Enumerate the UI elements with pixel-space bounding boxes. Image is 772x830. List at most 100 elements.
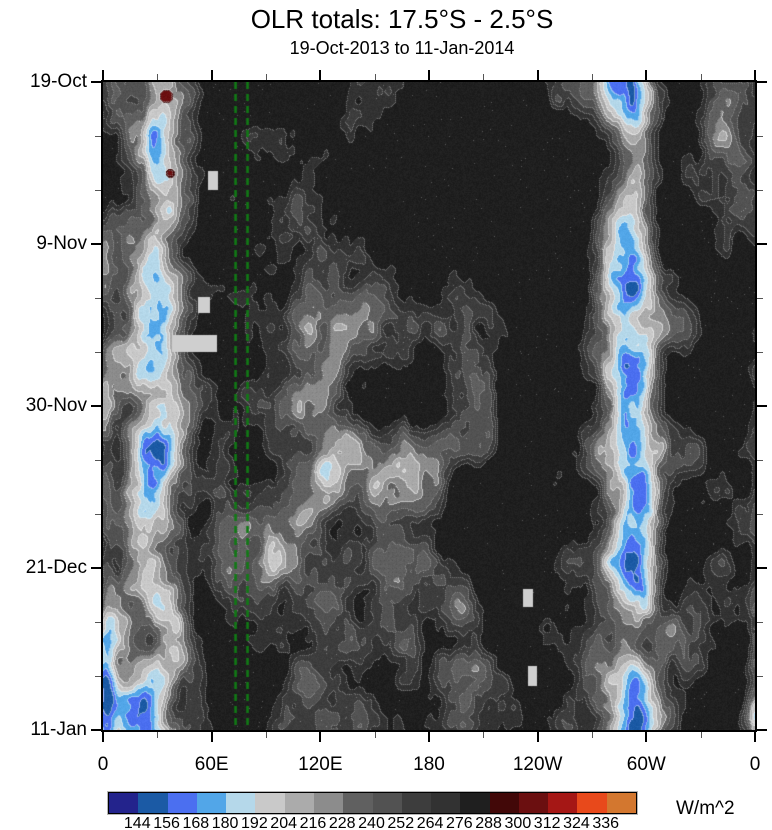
chart-subtitle: 19-Oct-2013 to 11-Jan-2014 (289, 38, 515, 58)
x-major-tick (645, 70, 648, 80)
x-major-tick (428, 70, 430, 80)
colorbar-segment (255, 793, 286, 813)
x-minor-tick (374, 74, 376, 80)
x-major-tick (536, 732, 539, 742)
colorbar-segment (460, 793, 491, 813)
colorbar-segment (138, 793, 169, 813)
colorbar-tick-label: 300 (504, 815, 532, 830)
y-minor-tick (95, 136, 101, 137)
colorbar-segment (519, 793, 549, 813)
x-major-tick (428, 732, 430, 742)
colorbar-segment (285, 793, 315, 813)
y-axis-tick-label: 9-Nov (36, 233, 87, 254)
colorbar-segment (168, 793, 198, 813)
y-minor-tick (757, 514, 763, 515)
colorbar-tick-label: 168 (182, 815, 210, 830)
y-axis-tick-label: 19-Oct (29, 71, 87, 92)
colorbar-tick-label: 324 (563, 815, 590, 830)
colorbar-tick-label: 144 (123, 815, 151, 830)
x-minor-tick (483, 732, 485, 738)
y-major-tick (757, 405, 767, 407)
x-axis-tick-label: 180 (413, 754, 445, 775)
y-minor-tick (95, 622, 101, 623)
colorbar-tick-label: 180 (211, 815, 239, 830)
colorbar-tick-label: 264 (416, 815, 444, 830)
x-major-tick (645, 732, 648, 742)
y-minor-tick (757, 190, 763, 191)
colorbar-tick-label: 216 (299, 815, 327, 830)
colorbar-tick-label: 252 (387, 815, 415, 830)
x-axis-tick-label: 60W (626, 754, 666, 775)
y-minor-tick (95, 676, 101, 677)
y-minor-tick (757, 460, 763, 461)
x-major-tick (319, 732, 322, 742)
x-major-tick (754, 732, 756, 742)
x-minor-tick (592, 732, 593, 738)
colorbar-segment (402, 793, 432, 813)
y-minor-tick (95, 514, 101, 515)
colorbar-segment (431, 793, 461, 813)
y-minor-tick (757, 622, 763, 623)
y-major-tick (91, 567, 101, 569)
colorbar-segment (314, 793, 344, 813)
colorbar-tick-label: 336 (592, 815, 620, 830)
colorbar (107, 791, 638, 815)
colorbar-segment (548, 793, 578, 813)
y-major-tick (757, 81, 767, 83)
colorbar-tick-label: 156 (153, 815, 180, 830)
x-minor-tick (700, 732, 702, 738)
chart-title: OLR totals: 17.5°S - 2.5°S (250, 4, 554, 34)
colorbar-segment (343, 793, 374, 813)
colorbar-tick-label: 276 (445, 815, 473, 830)
x-axis-tick-label: 120W (512, 754, 563, 775)
colorbar-tick-label: 192 (241, 815, 268, 830)
x-minor-tick (374, 732, 376, 738)
x-major-tick (210, 70, 213, 80)
colorbar-segment (226, 793, 256, 813)
y-major-tick (91, 81, 101, 83)
olr-field-canvas (103, 82, 755, 730)
x-minor-tick (266, 732, 267, 738)
colorbar-units-label: W/m^2 (676, 798, 735, 819)
y-major-tick (91, 405, 101, 407)
x-axis-tick-label: 120E (298, 754, 343, 775)
x-axis-tick-label: 0 (749, 754, 761, 775)
colorbar-segment (109, 793, 139, 813)
y-minor-tick (95, 298, 101, 299)
y-minor-tick (95, 352, 101, 353)
x-minor-tick (700, 74, 702, 80)
x-major-tick (754, 70, 756, 80)
y-minor-tick (757, 298, 763, 299)
y-major-tick (91, 729, 101, 731)
colorbar-tick-label: 312 (533, 815, 561, 830)
x-minor-tick (266, 74, 267, 80)
y-major-tick (91, 243, 101, 245)
x-axis-tick-label: 60E (194, 754, 229, 775)
colorbar-segment (197, 793, 227, 813)
colorbar-tick-label: 240 (358, 815, 385, 830)
colorbar-tick-label: 288 (475, 815, 502, 830)
x-minor-tick (157, 74, 159, 80)
x-major-tick (210, 732, 213, 742)
x-minor-tick (592, 74, 593, 80)
y-major-tick (757, 243, 767, 245)
x-axis-tick-label: 0 (97, 754, 109, 775)
y-major-tick (757, 729, 767, 731)
x-minor-tick (157, 732, 159, 738)
colorbar-segment (490, 793, 520, 813)
colorbar-segment (373, 793, 403, 813)
y-minor-tick (757, 352, 763, 353)
y-minor-tick (757, 676, 763, 677)
colorbar-tick-label: 204 (270, 815, 297, 830)
y-axis-tick-label: 30-Nov (25, 395, 87, 416)
y-minor-tick (757, 136, 763, 137)
x-major-tick (102, 70, 104, 80)
x-minor-tick (483, 74, 485, 80)
x-major-tick (536, 70, 539, 80)
plot-frame (101, 80, 757, 732)
y-minor-tick (95, 190, 101, 191)
y-major-tick (757, 567, 767, 569)
colorbar-segment (607, 793, 636, 813)
colorbar-tick-label: 228 (328, 815, 356, 830)
